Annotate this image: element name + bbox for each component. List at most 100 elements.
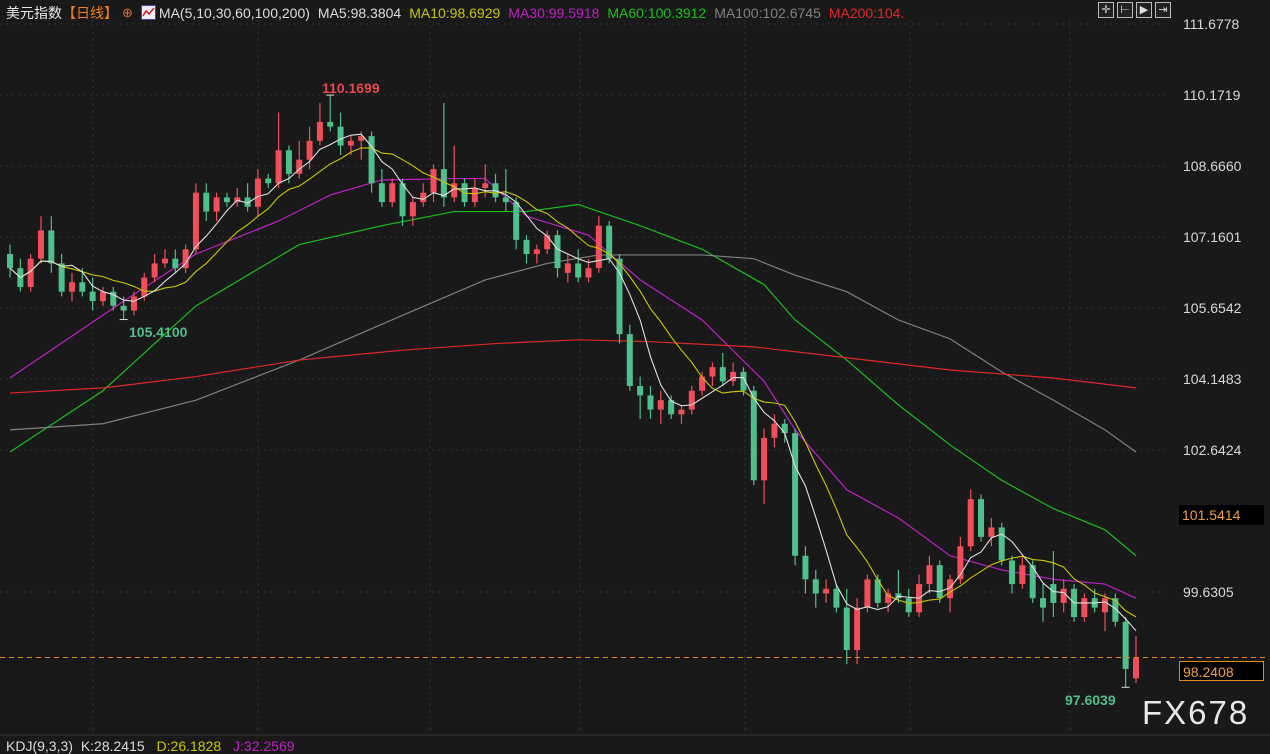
crosshair-icon[interactable]: ✛ xyxy=(1098,2,1114,18)
candle-body xyxy=(399,183,406,217)
y-tick-label: 105.6542 xyxy=(1183,300,1242,316)
candle-body xyxy=(337,126,344,146)
candle-body xyxy=(1019,565,1026,585)
play-icon[interactable]: ▶ xyxy=(1136,2,1152,18)
candle-body xyxy=(730,371,737,382)
y-tick-label: 102.6424 xyxy=(1183,442,1242,459)
candle-body xyxy=(120,305,127,311)
last-price-label: 98.2408 xyxy=(1179,661,1264,681)
candle-body xyxy=(1050,584,1057,603)
kdj-name: KDJ(9,3,3) xyxy=(6,738,73,754)
candle-body xyxy=(89,291,96,302)
candle-body xyxy=(947,579,954,599)
candle-body xyxy=(626,334,633,387)
y-tick-label: 108.6660 xyxy=(1183,158,1242,174)
y-tick-label: 111.6778 xyxy=(1183,16,1240,32)
ma5-value: MA5:98.3804 xyxy=(317,5,402,21)
candle-body xyxy=(223,197,230,203)
candle-body xyxy=(606,225,613,259)
candle-body xyxy=(161,258,168,264)
add-circle-icon[interactable]: ⊕ xyxy=(122,5,133,20)
candle-body xyxy=(110,291,117,306)
candle-body xyxy=(172,258,179,269)
candle-body xyxy=(378,183,385,203)
candle-body xyxy=(48,230,55,264)
candle-body xyxy=(368,136,375,184)
candle-body xyxy=(471,187,478,203)
candle-body xyxy=(936,565,943,599)
candle-body xyxy=(203,192,210,212)
candle-body xyxy=(1112,598,1119,622)
candle-body xyxy=(1081,598,1088,618)
ma200-value: MA200:104. xyxy=(828,5,905,21)
next-icon[interactable]: ⇥ xyxy=(1155,2,1171,18)
period-selector[interactable]: 【日线】 xyxy=(62,5,118,21)
candle-body xyxy=(637,386,644,396)
candle-body xyxy=(719,367,726,382)
candle-body xyxy=(854,607,861,651)
y-tick-label: 107.1601 xyxy=(1183,229,1242,245)
candle-body xyxy=(296,159,303,174)
candle-body xyxy=(358,136,365,141)
candle-body xyxy=(79,282,86,292)
candle-body xyxy=(513,202,520,240)
candle-body xyxy=(306,140,313,160)
candle-body xyxy=(554,235,561,269)
candle-body xyxy=(37,230,44,259)
plot-background xyxy=(0,0,1270,735)
candle-body xyxy=(482,183,489,188)
candle-body xyxy=(1122,621,1129,669)
candle-body xyxy=(7,253,13,269)
chart-header: 美元指数 【日线】 ⊕ MA(5,10,30,60,100,200) MA5:9… xyxy=(6,3,912,23)
candle-body xyxy=(802,555,809,580)
candle-body xyxy=(564,263,571,273)
y-tick-label: 110.1719 xyxy=(1183,87,1241,103)
candle-body xyxy=(740,371,747,391)
y-tick-label: 104.1483 xyxy=(1183,371,1242,388)
ma-indicator-icon[interactable] xyxy=(140,4,156,20)
line-ma5 xyxy=(9,133,1137,632)
candle-body xyxy=(585,268,592,278)
candle-body xyxy=(812,579,819,594)
candle-body xyxy=(327,121,334,127)
candle-body xyxy=(1009,560,1016,585)
kdj-indicator-header: KDJ(9,3,3) K:28.2415 D:26.1828 J:32.2569 xyxy=(6,738,303,754)
candle-body xyxy=(823,588,830,594)
candle-body xyxy=(678,409,685,415)
candle-body xyxy=(616,258,623,335)
y-tick-label: 99.6305 xyxy=(1183,584,1234,601)
candle-body xyxy=(668,400,675,415)
line-ma60 xyxy=(9,203,1137,557)
kdj-j: J:32.2569 xyxy=(233,738,295,754)
candle-body xyxy=(544,235,551,250)
candle-body xyxy=(978,499,985,537)
candle-body xyxy=(792,433,799,556)
candle-body xyxy=(99,291,106,302)
line-ma100 xyxy=(9,254,1137,453)
candle-body xyxy=(523,239,530,254)
zoom-fit-icon[interactable]: ⊢ xyxy=(1117,2,1133,18)
candle-body xyxy=(595,225,602,269)
candle-body xyxy=(285,150,292,174)
candle-body xyxy=(709,367,716,377)
candle-body xyxy=(647,395,654,410)
candle-body xyxy=(864,579,871,608)
annotation-low-right: 97.6039 xyxy=(1065,692,1116,708)
candle-body xyxy=(409,202,416,217)
line-ma30 xyxy=(9,177,1137,599)
candle-body xyxy=(781,423,788,434)
ma-params[interactable]: MA(5,10,30,60,100,200) xyxy=(158,5,310,21)
candle-body xyxy=(833,588,840,608)
candle-body xyxy=(1029,565,1036,599)
candle-body xyxy=(451,183,458,198)
candle-body xyxy=(27,258,34,287)
candle-body xyxy=(254,178,261,207)
candle-body xyxy=(657,400,664,410)
annotation-high: 110.1699 xyxy=(322,80,380,96)
candle-body xyxy=(874,579,881,603)
candle-body xyxy=(58,263,65,292)
ma60-value: MA60:100.3912 xyxy=(607,5,707,21)
candle-body xyxy=(130,296,137,311)
ma30-value: MA30:99.5918 xyxy=(508,5,600,21)
